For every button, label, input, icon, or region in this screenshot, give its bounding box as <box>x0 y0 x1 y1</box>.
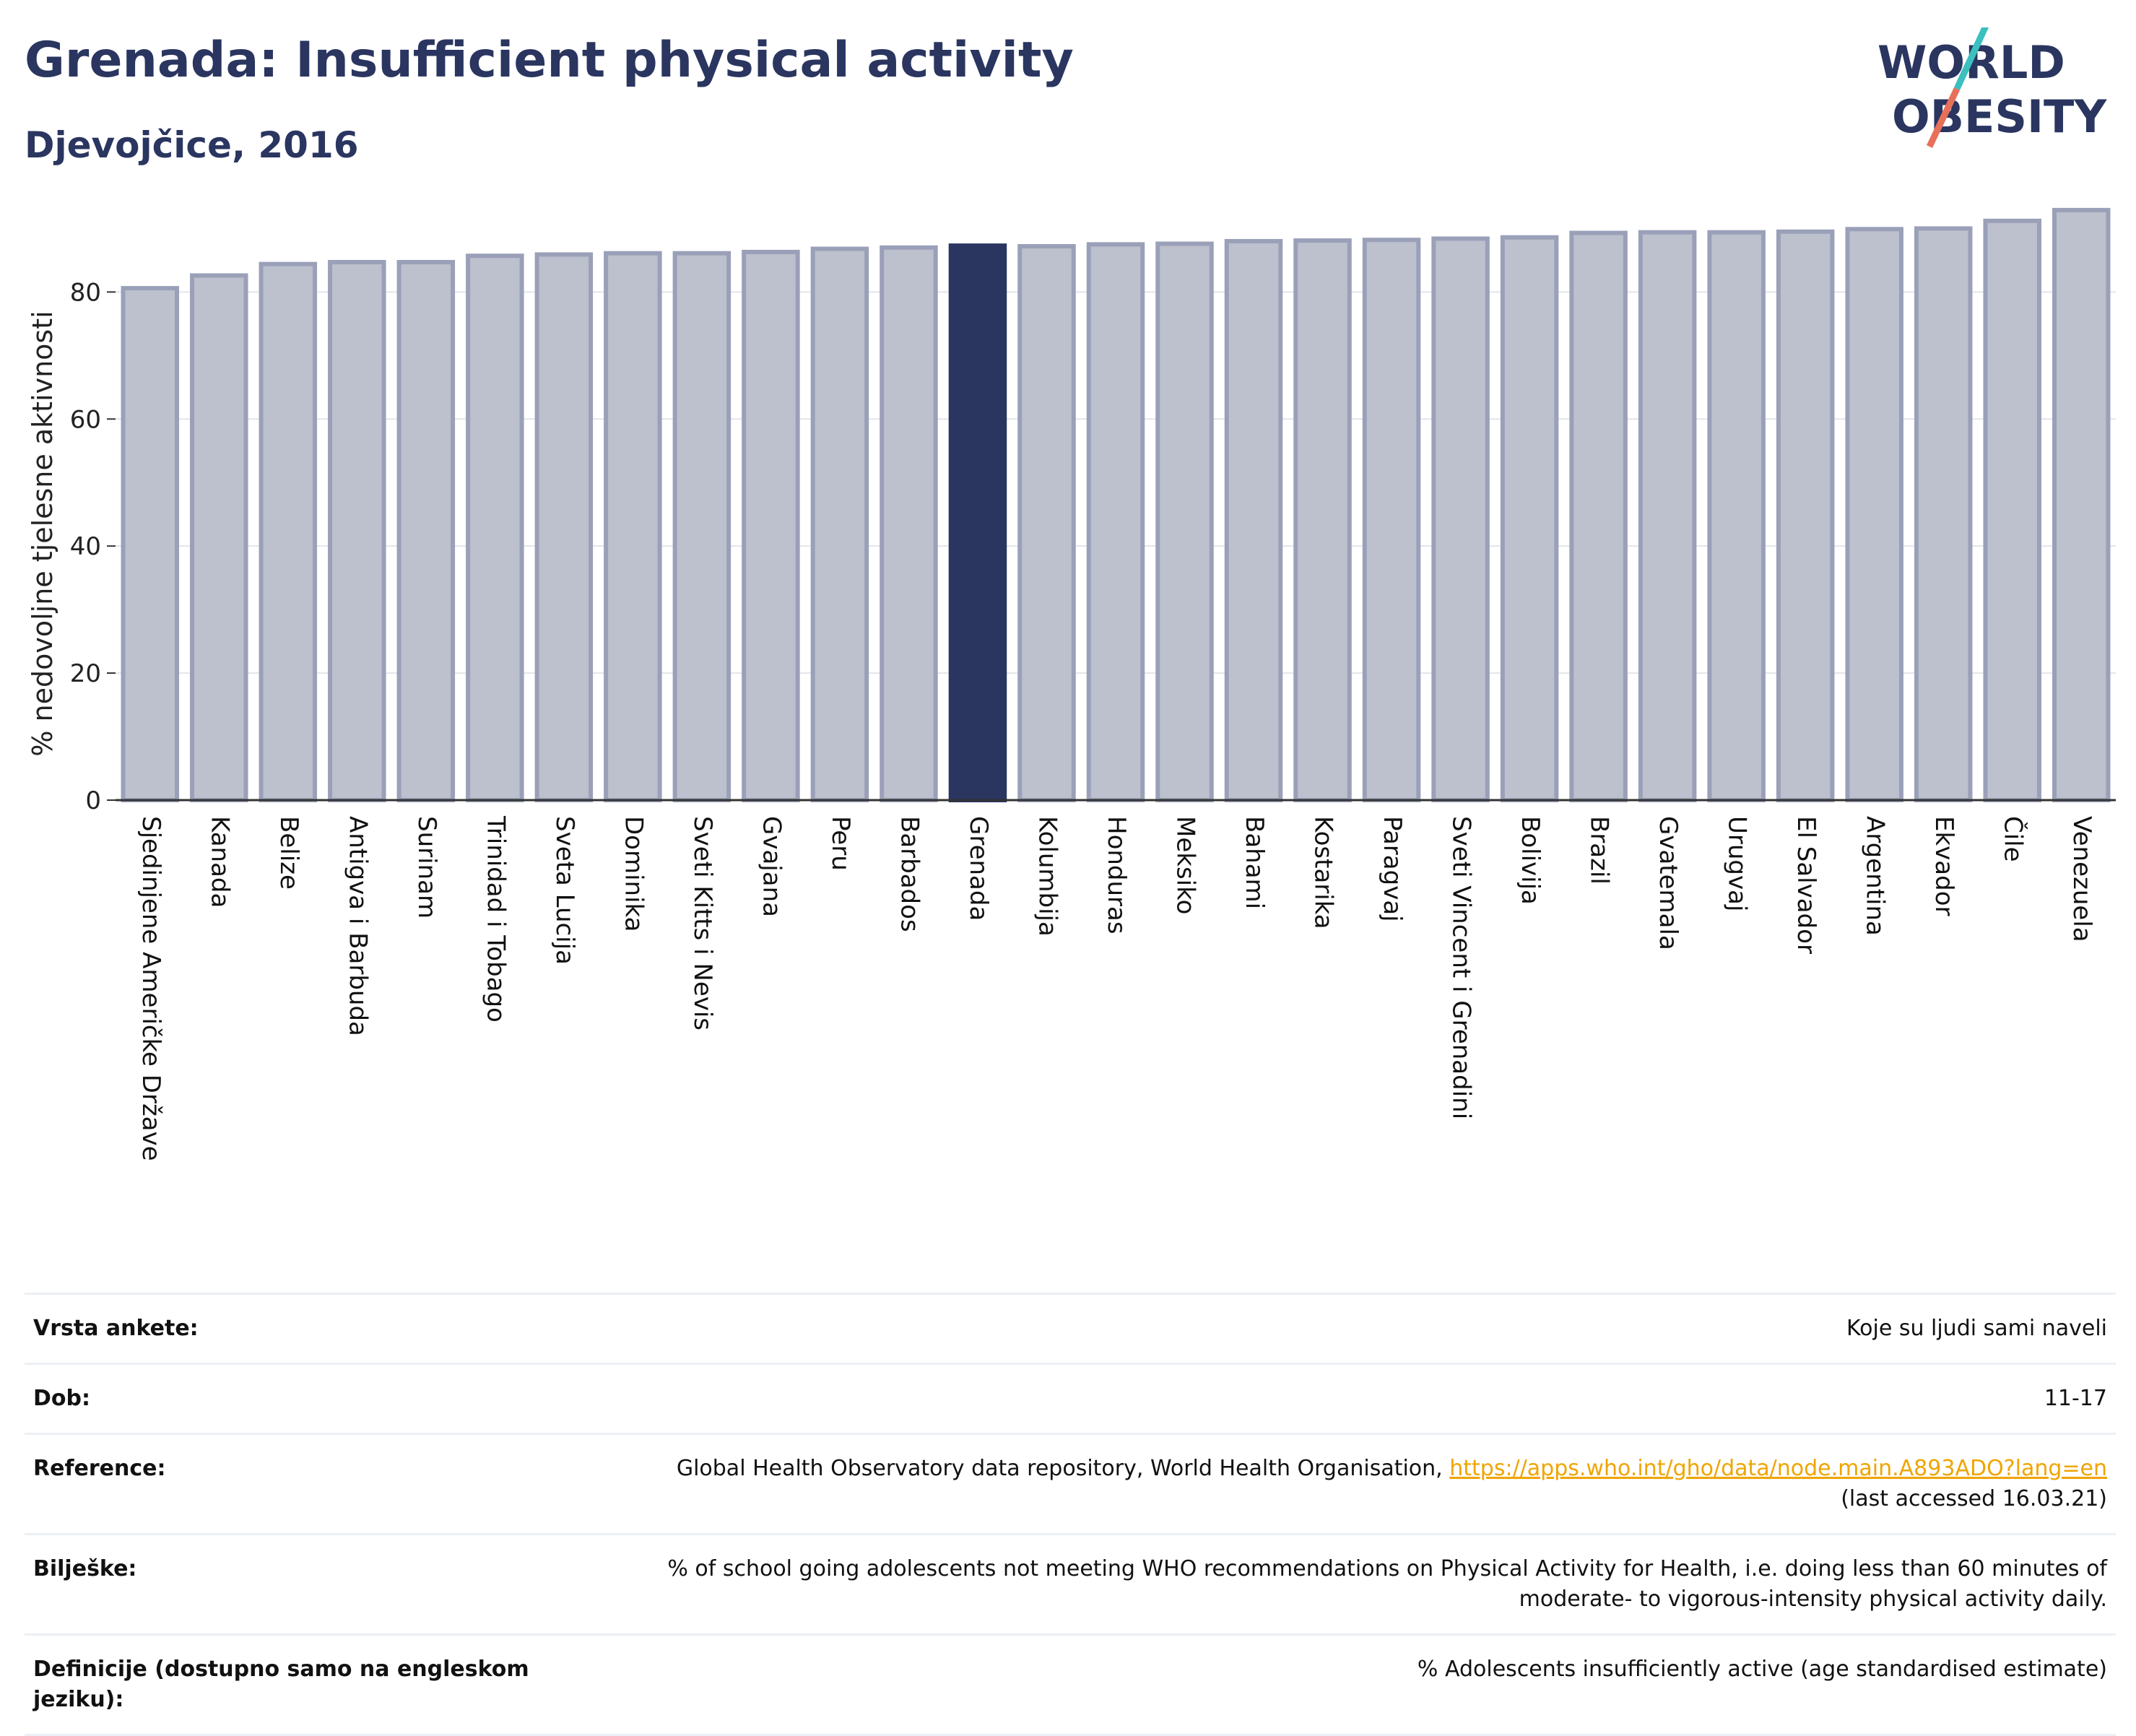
bar-9 <box>742 249 800 803</box>
y-tick-label: 60 <box>70 405 101 434</box>
reference-accessed: (last accessed 16.03.21) <box>1841 1486 2107 1511</box>
x-tick-label: Urugvaj <box>1723 816 1752 911</box>
bar-28 <box>2052 207 2111 802</box>
x-tick-label: Ekvador <box>1929 816 1958 916</box>
notes-line1: % of school going adolescents not meetin… <box>667 1556 2107 1581</box>
bar-3 <box>328 260 386 803</box>
bar-18 <box>1362 238 1421 802</box>
logo-line2: OBESITY <box>1892 90 2107 143</box>
bar-11 <box>880 245 938 803</box>
x-tick-label: Sveti Kitts i Nevis <box>688 816 717 1030</box>
bar-chart: 0 20 40 60 80 % nedovoljne tjelesne aktivnost… <box>27 207 2116 1161</box>
bar-24 <box>1776 229 1835 802</box>
x-tick-label: Sjedinjene Američke Države <box>136 816 165 1161</box>
bar-27 <box>1983 218 2041 802</box>
bar-16 <box>1224 238 1283 802</box>
x-tick-label: Sveta Lucija <box>550 816 579 965</box>
x-tick-label: Kolumbija <box>1033 816 1062 937</box>
y-axis-label: % nedovoljne tjelesne aktivnosti <box>27 311 58 756</box>
x-tick-label: Sveti Vincent i Grenadini <box>1447 816 1476 1119</box>
x-tick-label: Barbados <box>895 816 924 932</box>
x-tick-label: Bolivija <box>1516 816 1545 905</box>
bar-20 <box>1500 235 1559 803</box>
info-value: % of school going adolescents not meetin… <box>539 1554 2107 1615</box>
notes-line2: moderate- to vigorous-intensity physical… <box>1519 1587 2107 1612</box>
bar-22 <box>1638 230 1697 803</box>
info-key: Vrsta ankete: <box>33 1316 199 1341</box>
x-tick-label: Argentina <box>1861 816 1890 936</box>
x-tick-label: Antigva i Barbuda <box>343 816 372 1036</box>
bar-21 <box>1569 230 1628 803</box>
bar-19 <box>1431 236 1490 802</box>
x-tick-label: Honduras <box>1102 816 1131 934</box>
info-key: Bilješke: <box>33 1556 137 1581</box>
x-tick-label: Kostarika <box>1309 816 1338 929</box>
x-tick-label: Belize <box>274 816 303 890</box>
x-tick-label: Meksiko <box>1171 816 1200 914</box>
info-value: Koje su ljudi sami naveli <box>1846 1316 2107 1341</box>
x-tick-label: Trinidad i Tobago <box>481 815 510 1023</box>
x-tick-label: Brazil <box>1585 816 1614 885</box>
bar-12 <box>948 243 1007 802</box>
bar-1 <box>190 273 248 802</box>
bar-6 <box>534 252 594 802</box>
reference-text: Global Health Observatory data repositor… <box>676 1456 1443 1481</box>
info-table: Vrsta ankete: Koje su ljudi sami naveli … <box>25 1293 2116 1736</box>
info-value: 11-17 <box>2044 1386 2107 1411</box>
x-tick-label: Kanada <box>205 816 234 908</box>
x-tick-label: Venezuela <box>2067 816 2096 942</box>
info-key: Definicije (dostupno samo na engleskom j… <box>33 1657 529 1712</box>
x-tick-label: Surinam <box>412 816 441 919</box>
bar-2 <box>259 261 318 802</box>
bar-4 <box>396 260 456 803</box>
bar-5 <box>466 253 524 802</box>
bar-17 <box>1293 238 1352 802</box>
page-subtitle: Djevojčice, 2016 <box>25 124 359 166</box>
logo-slash-bottom <box>1926 87 1961 148</box>
bar-10 <box>810 246 869 802</box>
info-row-reference: Reference: Global Health Observatory dat… <box>25 1433 2116 1533</box>
x-tick-label: Paragvaj <box>1378 816 1407 922</box>
bar-23 <box>1707 230 1766 803</box>
bar-14 <box>1086 242 1145 802</box>
bar-25 <box>1845 227 1903 802</box>
info-value: Global Health Observatory data repositor… <box>539 1454 2107 1514</box>
reference-link[interactable]: https://apps.who.int/gho/data/node.main.… <box>1449 1456 2107 1481</box>
info-key: Reference: <box>33 1456 166 1481</box>
y-tick-label: 0 <box>85 786 101 815</box>
x-tick-label: Bahami <box>1240 816 1269 909</box>
logo-slash-top <box>1953 27 1989 90</box>
x-tick-label: Grenada <box>964 816 993 921</box>
page-title: Grenada: Insufficient physical activity <box>25 32 1074 89</box>
y-tick-label: 40 <box>70 532 101 561</box>
info-row-definitions: Definicije (dostupno samo na engleskom j… <box>25 1633 2116 1736</box>
bar-7 <box>604 251 662 802</box>
x-tick-label: Čile <box>1999 816 2028 862</box>
x-tick-label: Gvajana <box>757 816 786 917</box>
x-tick-label: El Salvador <box>1792 816 1820 954</box>
info-row-age: Dob: 11-17 <box>25 1363 2116 1433</box>
y-tick-label: 80 <box>70 278 101 307</box>
world-obesity-logo: WORLD OBESITY <box>1877 27 2107 148</box>
info-row-survey-type: Vrsta ankete: Koje su ljudi sami naveli <box>25 1293 2116 1363</box>
bar-0 <box>121 286 180 803</box>
bar-13 <box>1017 244 1076 802</box>
info-key: Dob: <box>33 1386 90 1411</box>
x-tick-label: Peru <box>826 816 855 871</box>
y-tick-label: 20 <box>70 659 101 688</box>
x-tick-label: Gvatemala <box>1654 816 1683 950</box>
info-row-notes: Bilješke: % of school going adolescents … <box>25 1533 2116 1633</box>
x-tick-label: Dominika <box>619 816 648 932</box>
bar-26 <box>1914 226 1973 802</box>
bar-15 <box>1155 241 1214 802</box>
bar-8 <box>672 251 731 802</box>
info-value: % Adolescents insufficiently active (age… <box>1417 1657 2107 1682</box>
